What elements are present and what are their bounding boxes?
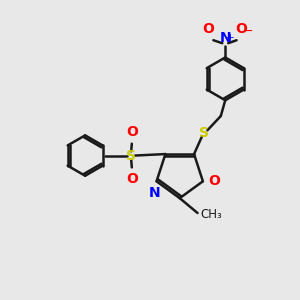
Text: O: O [203, 22, 214, 36]
Text: O: O [126, 125, 138, 139]
Text: S: S [126, 148, 136, 163]
Text: N: N [219, 31, 231, 45]
Text: +: + [226, 33, 234, 43]
Text: CH₃: CH₃ [200, 208, 222, 221]
Text: O: O [208, 174, 220, 188]
Text: O: O [126, 172, 138, 186]
Text: −: − [243, 25, 253, 38]
Text: S: S [200, 126, 209, 140]
Text: O: O [235, 22, 247, 36]
Text: N: N [149, 186, 161, 200]
